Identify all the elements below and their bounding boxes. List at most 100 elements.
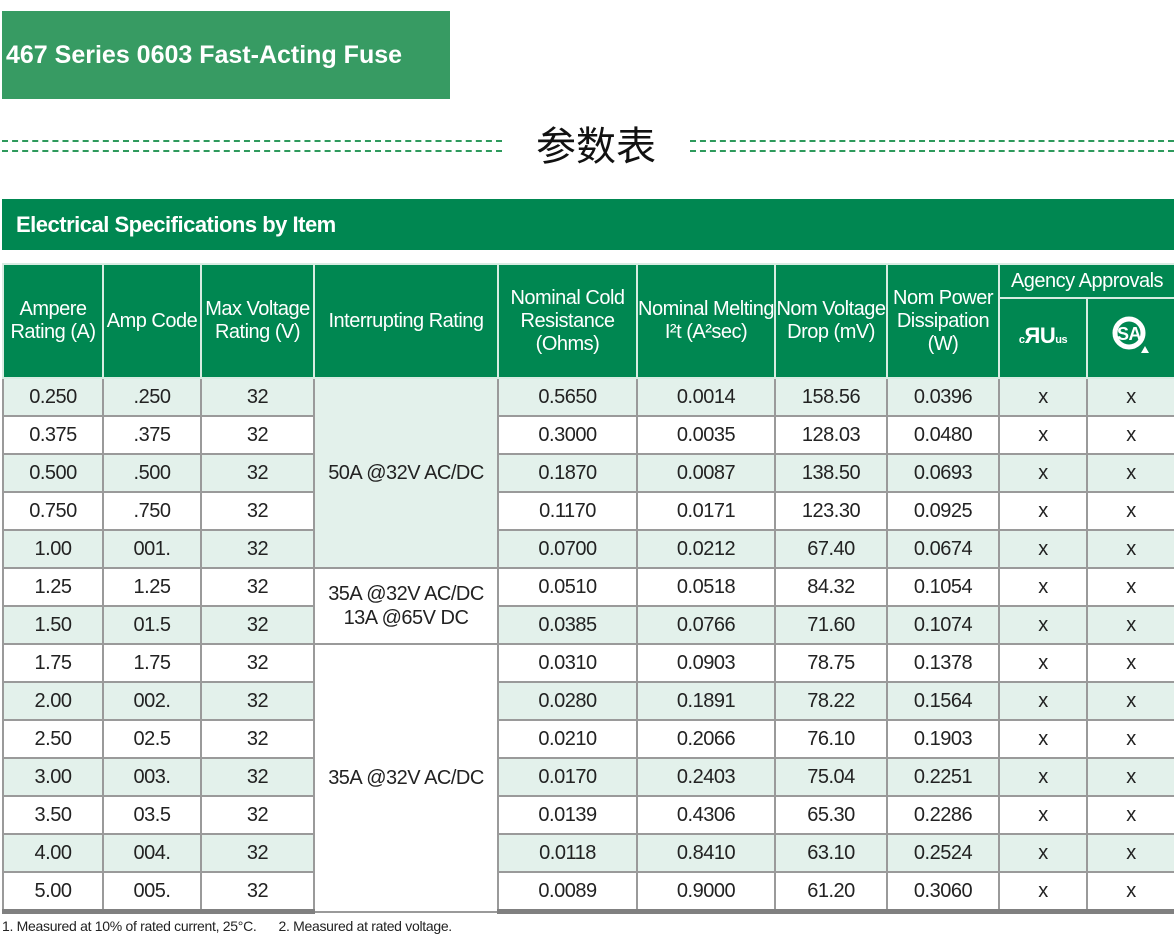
- table-row: 2.50 02.5 32 0.0210 0.2066 76.10 0.1903 x x: [2, 719, 1174, 759]
- footnotes: 1. Measured at 10% of rated current, 25°…: [2, 918, 452, 934]
- cell-amp-code: 001.: [102, 529, 202, 569]
- cell-voltage-drop: 63.10: [774, 833, 888, 873]
- cell-melting-i2t: 0.4306: [636, 795, 776, 835]
- cell-ul-approval: x: [998, 719, 1088, 759]
- cell-ul-approval: x: [998, 377, 1088, 417]
- cell-csa-approval: x: [1085, 529, 1174, 569]
- cell-power-dissipation: 0.0480: [886, 415, 1000, 455]
- cell-ampere-rating: 4.00: [2, 833, 104, 873]
- cell-melting-i2t: 0.2066: [636, 719, 776, 759]
- specs-table: Ampere Rating (A) Amp Code Max Voltage R…: [2, 263, 1174, 914]
- cell-amp-code: 03.5: [102, 795, 202, 835]
- cell-voltage-drop: 78.75: [774, 643, 888, 683]
- cell-csa-approval: x: [1085, 719, 1174, 759]
- cell-ul-approval: x: [998, 491, 1088, 531]
- cell-melting-i2t: 0.0903: [636, 643, 776, 683]
- cell-max-voltage: 32: [200, 377, 315, 417]
- dashed-divider-left: [2, 140, 502, 152]
- cell-power-dissipation: 0.1074: [886, 605, 1000, 645]
- cell-melting-i2t: 0.2403: [636, 757, 776, 797]
- footnote-1: 1. Measured at 10% of rated current, 25°…: [2, 918, 257, 934]
- cell-max-voltage: 32: [200, 681, 315, 721]
- cell-amp-code: 003.: [102, 757, 202, 797]
- cell-ul-approval: x: [998, 871, 1088, 914]
- table-row: 1.00 001. 32 0.0700 0.0212 67.40 0.0674 x x: [2, 529, 1174, 569]
- table-row: 2.00 002. 32 0.0280 0.1891 78.22 0.1564 x x: [2, 681, 1174, 721]
- cell-power-dissipation: 0.3060: [886, 871, 1000, 914]
- header-melting: Nominal Melting I²t (A²sec): [636, 263, 776, 379]
- cell-voltage-drop: 158.56: [774, 377, 888, 417]
- cell-max-voltage: 32: [200, 491, 315, 531]
- cell-melting-i2t: 0.0014: [636, 377, 776, 417]
- cell-cold-resistance: 0.0280: [497, 681, 638, 721]
- cell-melting-i2t: 0.9000: [636, 871, 776, 914]
- cell-interrupting-rating: 35A @32V AC/DC: [313, 643, 499, 913]
- table-row: 0.500.500 32 0.1870 0.0087 138.50 0.0693 x x: [2, 453, 1174, 493]
- header-cold-resistance: Nominal Cold Resistance (Ohms): [497, 263, 638, 379]
- cell-cold-resistance: 0.0089: [497, 871, 638, 914]
- cell-melting-i2t: 0.0035: [636, 415, 776, 455]
- cell-cold-resistance: 0.3000: [497, 415, 638, 455]
- cell-ampere-rating: 3.50: [2, 795, 104, 835]
- cell-max-voltage: 32: [200, 757, 315, 797]
- cell-voltage-drop: 128.03: [774, 415, 888, 455]
- header-voltage-drop: Nom Voltage Drop (mV): [774, 263, 888, 379]
- cell-ul-approval: x: [998, 415, 1088, 455]
- cell-melting-i2t: 0.8410: [636, 833, 776, 873]
- footnote-2: 2. Measured at rated voltage.: [278, 918, 452, 934]
- cell-voltage-drop: 138.50: [774, 453, 888, 493]
- cell-ampere-rating: 3.00: [2, 757, 104, 797]
- cell-melting-i2t: 0.0212: [636, 529, 776, 569]
- cell-voltage-drop: 65.30: [774, 795, 888, 835]
- cell-csa-approval: x: [1085, 415, 1174, 455]
- cell-cold-resistance: 0.0170: [497, 757, 638, 797]
- cell-csa-approval: x: [1085, 491, 1174, 531]
- cell-csa-approval: x: [1085, 681, 1174, 721]
- cell-ul-approval: x: [998, 529, 1088, 569]
- cell-power-dissipation: 0.1564: [886, 681, 1000, 721]
- table-row: 1.50 01.5 32 0.0385 0.0766 71.60 0.1074 x x: [2, 605, 1174, 645]
- cell-amp-code: 01.5: [102, 605, 202, 645]
- cell-power-dissipation: 0.0693: [886, 453, 1000, 493]
- cell-interrupting-rating: 35A @32V AC/DC 13A @65V DC: [313, 567, 499, 645]
- ul-logo-icon: cЯUus: [998, 297, 1088, 379]
- cell-csa-approval: x: [1085, 833, 1174, 873]
- cell-amp-code: .375: [102, 415, 202, 455]
- cell-amp-code: .250: [102, 377, 202, 417]
- cell-cold-resistance: 0.1870: [497, 453, 638, 493]
- cell-ul-approval: x: [998, 567, 1088, 607]
- section-title: 参数表: [536, 124, 656, 170]
- cell-ul-approval: x: [998, 681, 1088, 721]
- cell-cold-resistance: 0.0385: [497, 605, 638, 645]
- cell-ampere-rating: 0.500: [2, 453, 104, 493]
- cell-amp-code: 02.5: [102, 719, 202, 759]
- cell-ampere-rating: 1.75: [2, 643, 104, 683]
- table-row: 3.50 03.5 32 0.0139 0.4306 65.30 0.2286 x x: [2, 795, 1174, 835]
- cell-power-dissipation: 0.1054: [886, 567, 1000, 607]
- table-row: 4.00 004. 32 0.0118 0.8410 63.10 0.2524 x x: [2, 833, 1174, 873]
- cell-ampere-rating: 5.00: [2, 871, 104, 914]
- cell-csa-approval: x: [1085, 795, 1174, 835]
- specs-banner: Electrical Specifications by Item: [2, 199, 1174, 250]
- csa-logo-icon: SA: [1085, 297, 1174, 379]
- cell-amp-code: .750: [102, 491, 202, 531]
- cell-voltage-drop: 67.40: [774, 529, 888, 569]
- cell-voltage-drop: 75.04: [774, 757, 888, 797]
- cell-max-voltage: 32: [200, 605, 315, 645]
- table-row: 5.00 005. 32 0.0089 0.9000 61.20 0.3060 x x: [2, 871, 1174, 914]
- cell-csa-approval: x: [1085, 453, 1174, 493]
- cell-voltage-drop: 123.30: [774, 491, 888, 531]
- cell-power-dissipation: 0.0925: [886, 491, 1000, 531]
- cell-melting-i2t: 0.0766: [636, 605, 776, 645]
- header-agency-approvals: Agency Approvals: [997, 263, 1174, 299]
- header-power-dissipation: Nom Power Dissipation (W): [886, 263, 1000, 379]
- cell-max-voltage: 32: [200, 833, 315, 873]
- cell-amp-code: 1.75: [102, 643, 202, 683]
- cell-voltage-drop: 78.22: [774, 681, 888, 721]
- cell-voltage-drop: 61.20: [774, 871, 888, 914]
- cell-amp-code: 004.: [102, 833, 202, 873]
- table-row: 0.750.750 32 0.1170 0.0171 123.30 0.0925 x x: [2, 491, 1174, 531]
- cell-ul-approval: x: [998, 833, 1088, 873]
- cell-power-dissipation: 0.0396: [886, 377, 1000, 417]
- table-row: 1.25 1.25 32 35A @32V AC/DC 13A @65V DC 0.05…: [2, 567, 1174, 645]
